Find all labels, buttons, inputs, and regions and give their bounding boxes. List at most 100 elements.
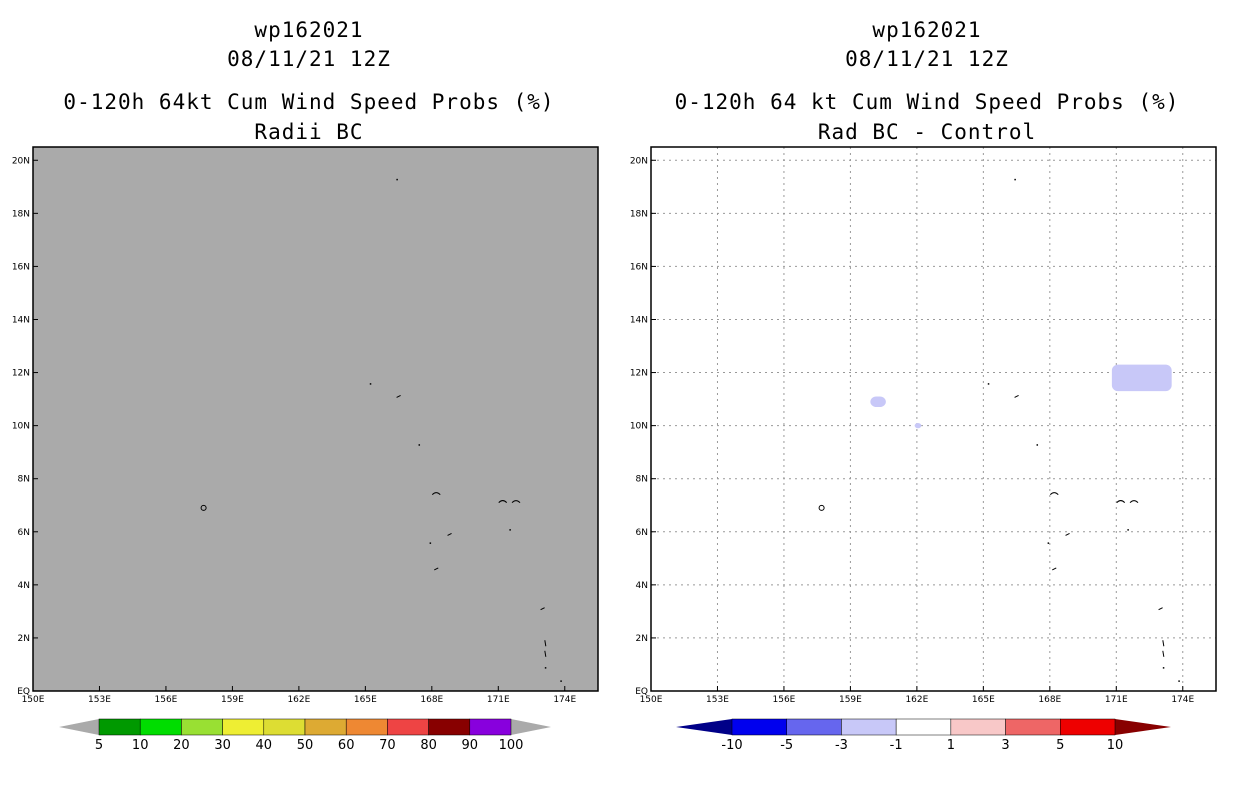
x-tick-label: 165E xyxy=(354,695,377,705)
y-tick-label: 4N xyxy=(636,581,648,591)
island-mark xyxy=(431,492,441,495)
island-mark xyxy=(540,607,545,611)
island-mark xyxy=(429,542,432,544)
island-mark xyxy=(1178,680,1180,682)
colorbar-label: 80 xyxy=(420,738,437,753)
y-tick-label: 12N xyxy=(12,369,30,379)
y-tick-label: 12N xyxy=(630,369,648,379)
island-mark xyxy=(560,680,562,682)
right-colorbar: -10 -5 -3 -1 1 3 5 10 xyxy=(676,718,1171,753)
x-tick-label: 156E xyxy=(155,695,178,705)
colorbar-swatch xyxy=(469,718,512,736)
colorbar-label: 5 xyxy=(95,738,103,753)
shaded-region xyxy=(914,422,922,429)
colorbar-label: 70 xyxy=(379,738,396,753)
island-mark xyxy=(1116,500,1126,503)
island-mark xyxy=(544,640,547,647)
x-tick-label: 162E xyxy=(905,695,928,705)
island-mark xyxy=(200,504,207,511)
colorbar-label: 90 xyxy=(462,738,479,753)
island-mark xyxy=(544,667,547,669)
colorbar-label: 10 xyxy=(132,738,149,753)
colorbar-swatch xyxy=(98,718,141,736)
island-mark xyxy=(1036,444,1039,446)
right-chart-title: 0-120h 64 kt Cum Wind Speed Probs (%) xyxy=(674,90,1180,114)
island-mark xyxy=(818,504,825,511)
colorbar-label: 10 xyxy=(1107,738,1124,753)
colorbar-swatch xyxy=(731,718,787,736)
colorbar-swatch xyxy=(139,718,182,736)
colorbar-label: -3 xyxy=(835,738,848,753)
y-tick-label: 10N xyxy=(12,422,30,432)
island-mark xyxy=(1014,178,1016,181)
colorbar-swatch xyxy=(387,718,429,736)
colorbar-label: 30 xyxy=(214,738,231,753)
colorbar-label: -1 xyxy=(890,738,903,753)
colorbar-swatch xyxy=(181,718,223,736)
right-storm-id: wp162021 xyxy=(872,18,982,42)
y-tick-label: 2N xyxy=(18,634,30,644)
island-mark xyxy=(1065,532,1070,536)
colorbar-swatch xyxy=(304,718,347,736)
colorbar-swatch xyxy=(222,718,265,736)
colorbar-label: 3 xyxy=(1001,738,1009,753)
colorbar-end-left xyxy=(59,719,99,735)
right-chart-subtitle: Rad BC - Control xyxy=(817,120,1037,144)
right-panel: wp162021 08/11/21 12Z 0-120h 64 kt Cum W… xyxy=(618,0,1236,800)
colorbar-swatch xyxy=(786,718,842,736)
island-mark xyxy=(511,500,521,503)
colorbar-label: 100 xyxy=(499,738,524,753)
y-tick-label: 18N xyxy=(630,209,648,219)
x-tick-label: 168E xyxy=(420,695,443,705)
x-tick-label: 174E xyxy=(1171,695,1194,705)
island-mark xyxy=(434,567,439,571)
colorbar-label: 5 xyxy=(1056,738,1064,753)
x-tick-label: 156E xyxy=(773,695,796,705)
island-mark xyxy=(1129,500,1139,503)
colorbar-swatch xyxy=(345,718,388,736)
x-tick-label: 150E xyxy=(640,695,663,705)
left-storm-id: wp162021 xyxy=(254,18,364,42)
island-mark xyxy=(544,650,547,657)
x-tick-label: 159E xyxy=(839,695,862,705)
island-mark xyxy=(498,500,508,503)
colorbar-swatch xyxy=(1005,718,1061,736)
island-mark xyxy=(1162,640,1165,647)
right-map-plot: 150E 153E 156E 159E 162E 165E 168E 171E 174E EQ 2N… xyxy=(630,146,1217,705)
colorbar-end-right xyxy=(511,719,551,735)
x-tick-label: 168E xyxy=(1038,695,1061,705)
island-mark xyxy=(987,383,990,385)
island-mark xyxy=(396,178,398,181)
x-tick-label: 159E xyxy=(221,695,244,705)
y-tick-label: 2N xyxy=(636,634,648,644)
island-mark xyxy=(1047,542,1050,544)
x-tick-label: 153E xyxy=(88,695,111,705)
colorbar-swatch xyxy=(895,718,952,736)
right-datetime: 08/11/21 12Z xyxy=(845,47,1009,71)
x-tick-label: 162E xyxy=(287,695,310,705)
island-mark xyxy=(447,532,452,536)
y-tick-label: 20N xyxy=(630,156,648,166)
x-tick-label: 174E xyxy=(553,695,576,705)
x-tick-label: 150E xyxy=(22,695,45,705)
left-panel: wp162021 08/11/21 12Z 0-120h 64kt Cum Wi… xyxy=(12,18,599,753)
left-datetime: 08/11/21 12Z xyxy=(227,47,391,71)
island-mark xyxy=(1014,394,1019,398)
x-tick-label: 171E xyxy=(487,695,510,705)
colorbar-label: -5 xyxy=(780,738,793,753)
y-tick-label: 14N xyxy=(630,315,648,325)
island-mark xyxy=(1052,567,1057,571)
y-tick-label: 6N xyxy=(636,528,648,538)
island-mark xyxy=(1158,607,1163,611)
island-mark xyxy=(1127,529,1129,531)
plot-background xyxy=(651,147,1216,691)
y-tick-label: 8N xyxy=(18,475,30,485)
colorbar-swatch xyxy=(263,718,306,736)
shaded-region xyxy=(1111,364,1172,392)
island-mark xyxy=(396,394,401,398)
colorbar-label: 40 xyxy=(256,738,273,753)
colorbar-swatch xyxy=(950,718,1006,736)
colorbar-label: 60 xyxy=(338,738,355,753)
colorbar-swatch xyxy=(1060,718,1116,736)
colorbar-label: 50 xyxy=(297,738,314,753)
